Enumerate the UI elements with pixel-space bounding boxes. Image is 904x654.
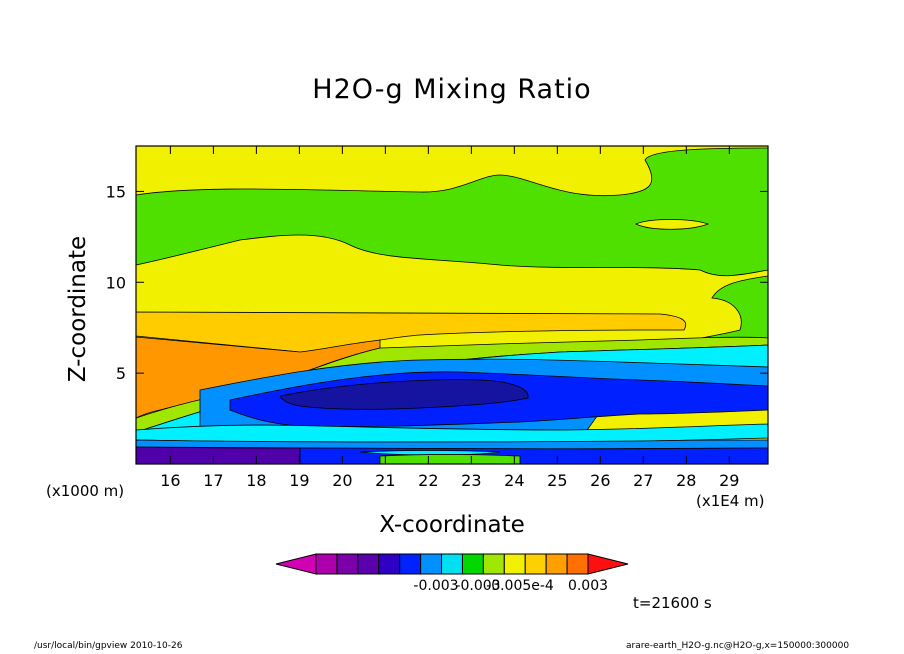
colorbar-swatch [503,553,526,575]
y-tick-label: 5 [116,364,126,383]
colorbar-swatch [566,553,589,575]
colorbar-min-arrow [275,553,317,575]
y-tick-label: 10 [106,273,126,292]
colorbar-swatch [357,553,380,575]
colorbar-swatch [336,553,359,575]
region-navy [279,379,529,410]
x-tick-label: 21 [375,471,395,490]
colorbar-labels: -0.003-0.003-0.005e-4 0.003 [413,578,608,594]
colorbar-swatch [378,553,401,575]
colorbar-swatch [315,553,338,575]
colorbar-max-arrow [587,553,629,575]
colorbar-swatch [399,553,422,575]
colorbar-swatch [441,553,463,575]
y-axis-ticks: 5 10 15 [106,182,768,383]
x-tick-label: 23 [461,471,481,490]
x-tick-label: 25 [547,471,567,490]
footer-right: arare-earth_H2O-g.nc@H2O-g,x=150000:3000… [626,641,850,651]
region-upper-green [136,147,768,277]
colorbar-label: 0.003 [568,578,608,594]
x-tick-label: 16 [160,471,180,490]
colorbar-label: -0.003 [413,578,458,594]
region-bottom-cyan [359,450,501,456]
colorbar-label: -0.005e-4 [486,578,554,594]
colorbar-label: -0.003 [455,578,500,594]
chart-title: H2O-g Mixing Ratio [312,74,592,105]
x-tick-label: 18 [246,471,266,490]
y-tick-label: 15 [106,182,126,201]
colorbar-swatch [482,553,505,575]
x-axis-label: X-coordinate [379,512,525,538]
footer-left: /usr/local/bin/gpview 2010-10-26 [34,641,183,651]
x-tick-label: 28 [676,471,696,490]
time-label: t=21600 s [633,594,712,612]
colorbar-swatch [461,553,484,575]
x-tick-label: 22 [418,471,438,490]
x-axis-ticks: 16 17 18 19 20 21 22 23 24 25 26 27 28 29 [160,146,739,490]
x-tick-label: 19 [289,471,309,490]
region-bottom-green [379,454,521,464]
x-tick-label: 17 [203,471,223,490]
x-unit-left: (x1000 m) [46,482,125,500]
x-unit-right: (x1E4 m) [696,492,765,510]
region-bottom-blue [299,447,768,464]
colorbar-swatch [545,553,568,575]
x-tick-label: 27 [633,471,653,490]
colorbar [275,553,629,575]
plot-frame [135,145,769,465]
colorbar-swatch [524,553,547,575]
x-tick-label: 20 [332,471,352,490]
contour-field [136,146,768,464]
x-tick-label: 29 [719,471,739,490]
y-axis-label: Z-coordinate [65,235,91,383]
region-purple [136,446,301,464]
colorbar-swatch [420,553,443,575]
x-tick-label: 24 [504,471,524,490]
x-tick-label: 26 [590,471,610,490]
region-inner-yellow [635,219,710,230]
